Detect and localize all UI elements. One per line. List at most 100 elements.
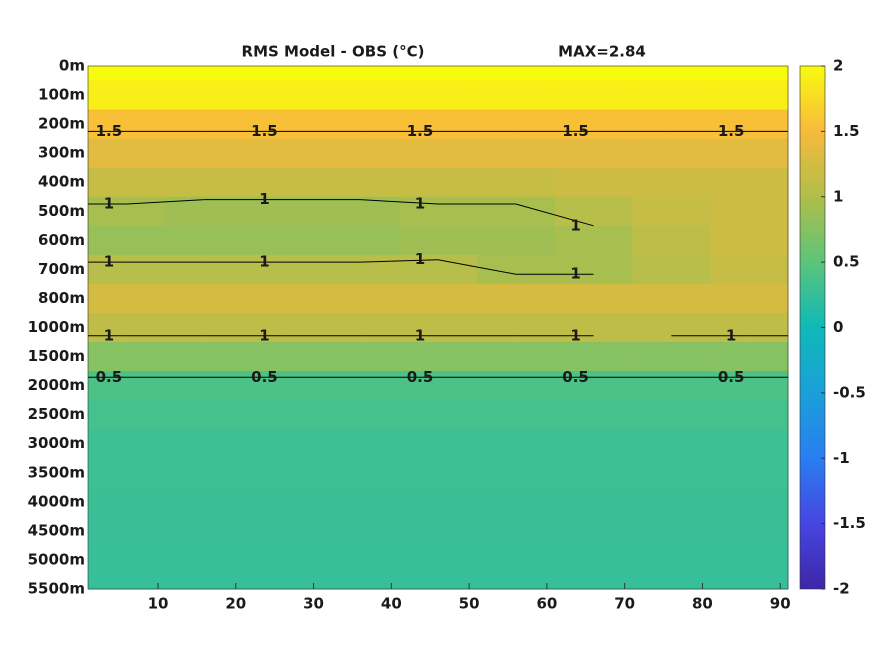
heat-cell xyxy=(321,458,400,488)
heat-cell xyxy=(88,545,167,575)
heat-cell xyxy=(476,66,556,82)
heat-cell xyxy=(88,400,167,430)
heat-cell xyxy=(243,371,322,401)
contour-label: 0.5 xyxy=(407,368,434,386)
heat-cell xyxy=(476,458,556,488)
contour-label: 1.5 xyxy=(562,122,589,140)
heat-cell xyxy=(554,487,633,517)
heat-cell xyxy=(165,109,245,140)
heat-cell xyxy=(165,225,245,256)
heat-cell xyxy=(165,80,245,111)
heat-cell xyxy=(88,138,167,169)
heat-cell xyxy=(632,109,711,140)
heat-cell xyxy=(399,167,478,198)
heat-cell xyxy=(243,225,322,256)
colorbar-tick-label: -0.5 xyxy=(833,383,866,401)
heat-cell xyxy=(88,371,167,401)
x-tick-label: 70 xyxy=(614,595,635,613)
colorbar xyxy=(799,65,826,590)
contour-label: 1 xyxy=(570,265,580,283)
contour-label: 1 xyxy=(415,195,425,213)
heat-cell xyxy=(321,400,400,430)
heat-cell xyxy=(554,225,633,256)
heat-cell xyxy=(632,458,711,488)
heat-cell xyxy=(88,516,167,546)
heat-cell xyxy=(632,225,711,256)
x-tick-label: 40 xyxy=(381,595,402,613)
heat-cell xyxy=(321,312,400,343)
heat-cell xyxy=(632,196,711,227)
heat-cell xyxy=(476,80,556,111)
heat-cell xyxy=(321,196,400,227)
x-tick-label: 10 xyxy=(148,595,169,613)
heat-cell xyxy=(476,138,556,169)
heat-cell xyxy=(321,283,400,314)
heat-cell xyxy=(554,545,633,575)
heat-cell xyxy=(476,312,556,343)
heat-cell xyxy=(399,66,478,82)
contour-label: 1 xyxy=(259,253,269,271)
heat-cell xyxy=(554,312,633,343)
heat-cell xyxy=(476,371,556,401)
chart-title: RMS Model - OBS (°C) xyxy=(242,43,425,61)
heat-cell xyxy=(243,487,322,517)
heat-cell xyxy=(632,283,711,314)
heat-cell xyxy=(243,400,322,430)
y-tick-label: 4500m xyxy=(28,521,85,539)
heat-cell xyxy=(321,109,400,140)
heat-cell xyxy=(476,487,556,517)
heat-cell xyxy=(710,283,789,314)
x-tick-label: 30 xyxy=(303,595,324,613)
contour-label: 1 xyxy=(570,216,580,234)
heat-cell xyxy=(243,429,322,459)
heat-cell xyxy=(476,167,556,198)
heat-cell xyxy=(710,516,789,546)
heat-cell xyxy=(710,342,789,372)
colorbar-tick-label: 1.5 xyxy=(833,122,860,140)
contour-label: 0.5 xyxy=(251,368,278,386)
heat-cell xyxy=(554,138,633,169)
heat-cell xyxy=(88,80,167,111)
heat-cell xyxy=(88,429,167,459)
annotation: MAX=2.84 xyxy=(558,43,646,61)
heat-cell xyxy=(321,80,400,111)
y-tick-label: 3500m xyxy=(28,463,85,481)
heat-cell xyxy=(88,109,167,140)
colorbar-tick-label: 0 xyxy=(833,318,843,336)
heat-cell xyxy=(321,574,400,590)
heat-cell xyxy=(399,312,478,343)
heat-cell xyxy=(632,254,711,285)
contour-label: 0.5 xyxy=(718,368,745,386)
heat-cell xyxy=(243,283,322,314)
heat-cell xyxy=(165,400,245,430)
heat-cell xyxy=(165,574,245,590)
heat-cell xyxy=(399,516,478,546)
contour-label: 1 xyxy=(104,326,114,344)
heat-cell xyxy=(632,487,711,517)
x-tick-label: 60 xyxy=(536,595,557,613)
heat-cell xyxy=(165,196,245,227)
heat-cell xyxy=(88,254,167,285)
contour-line xyxy=(360,199,439,205)
heat-cell xyxy=(632,80,711,111)
x-tick-label: 90 xyxy=(770,595,791,613)
heat-cell xyxy=(476,225,556,256)
y-tick-label: 4000m xyxy=(28,492,85,510)
y-tick-label: 1500m xyxy=(28,347,85,365)
heat-cell xyxy=(554,400,633,430)
contour-label: 0.5 xyxy=(562,368,589,386)
heat-cell xyxy=(399,80,478,111)
heat-cell xyxy=(710,371,789,401)
heat-cell xyxy=(476,574,556,590)
heat-cell xyxy=(165,371,245,401)
heat-cell xyxy=(243,138,322,169)
heat-cell xyxy=(243,254,322,285)
heat-cell xyxy=(243,342,322,372)
contour-label: 1 xyxy=(104,195,114,213)
heat-cell xyxy=(399,342,478,372)
heat-cell xyxy=(632,66,711,82)
heat-cell xyxy=(88,487,167,517)
heat-cell xyxy=(554,254,633,285)
heat-cell xyxy=(88,66,167,82)
